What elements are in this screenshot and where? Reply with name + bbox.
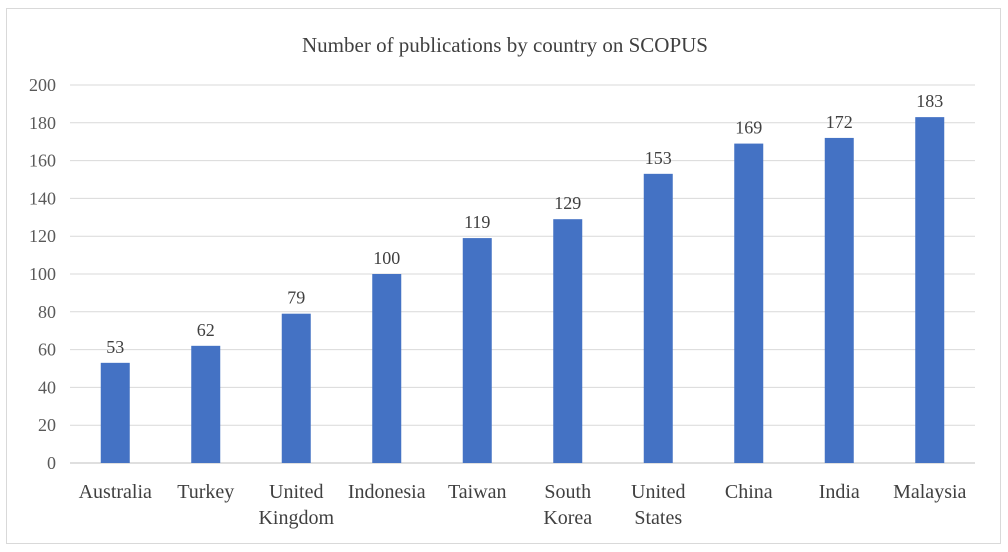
y-axis-ticks: 0 20 40 60 80 100 120 140 160 180 200	[29, 75, 56, 473]
x-category-label-line: China	[725, 481, 773, 503]
x-category-label: China	[725, 481, 773, 503]
x-axis-categories: Australia Turkey United Kingdom Indonesia Tai…	[79, 481, 967, 529]
data-label: 172	[826, 112, 853, 132]
data-label: 153	[645, 148, 672, 168]
data-label: 169	[735, 118, 762, 138]
y-tick-label: 100	[29, 264, 56, 284]
x-category-label: South Korea	[543, 481, 592, 529]
bar	[643, 173, 673, 463]
y-tick-label: 80	[38, 302, 56, 322]
x-category-label-line: States	[634, 507, 682, 529]
x-category-label: Taiwan	[448, 481, 507, 503]
x-category-label-line: United	[269, 481, 323, 503]
data-label: 62	[197, 320, 215, 340]
x-category-label: United Kingdom	[258, 481, 334, 529]
x-category-label-line: Malaysia	[893, 481, 966, 503]
data-label: 129	[554, 193, 581, 213]
data-labels: 53 62 79 100 119 129 153 169 172 183	[106, 91, 943, 357]
gridlines	[70, 84, 975, 464]
data-label: 53	[106, 337, 124, 357]
bar	[100, 362, 130, 463]
x-category-label-line: Turkey	[177, 481, 234, 503]
x-category-label-line: Indonesia	[348, 481, 426, 503]
bar	[281, 313, 311, 463]
data-label: 119	[464, 212, 490, 232]
bars	[100, 117, 945, 464]
y-tick-label: 180	[29, 113, 56, 133]
data-label: 183	[916, 91, 943, 111]
x-category-label-line: India	[819, 481, 860, 503]
chart-title: Number of publications by country on SCO…	[302, 33, 708, 57]
bar	[191, 345, 221, 463]
y-tick-label: 120	[29, 226, 56, 246]
y-tick-label: 20	[38, 415, 56, 435]
bar	[462, 238, 492, 463]
x-category-label: Turkey	[177, 481, 234, 503]
y-tick-label: 160	[29, 151, 56, 171]
x-category-label: India	[819, 481, 860, 503]
x-category-label-line: Korea	[543, 507, 592, 529]
y-tick-label: 0	[47, 453, 56, 473]
data-label: 100	[373, 248, 400, 268]
bar-chart: Number of publications by country on SCO…	[29, 33, 975, 529]
x-category-label-line: United	[631, 481, 685, 503]
y-tick-label: 200	[29, 75, 56, 95]
x-category-label-line: Australia	[79, 481, 152, 503]
y-tick-label: 140	[29, 188, 56, 208]
bar	[734, 143, 764, 463]
chart-frame: Number of publications by country on SCO…	[6, 8, 1001, 544]
bar	[824, 137, 854, 464]
bar	[372, 274, 402, 463]
x-category-label: Indonesia	[348, 481, 426, 503]
x-category-label: United States	[631, 481, 685, 529]
x-category-label: Malaysia	[893, 481, 966, 503]
x-category-label-line: Kingdom	[258, 507, 334, 529]
y-tick-label: 40	[38, 377, 56, 397]
x-category-label-line: Taiwan	[448, 481, 507, 503]
x-category-label-line: South	[544, 481, 591, 503]
y-tick-label: 60	[38, 340, 56, 360]
bar	[915, 117, 945, 463]
data-label: 79	[287, 288, 305, 308]
x-category-label: Australia	[79, 481, 152, 503]
bar	[553, 219, 583, 463]
